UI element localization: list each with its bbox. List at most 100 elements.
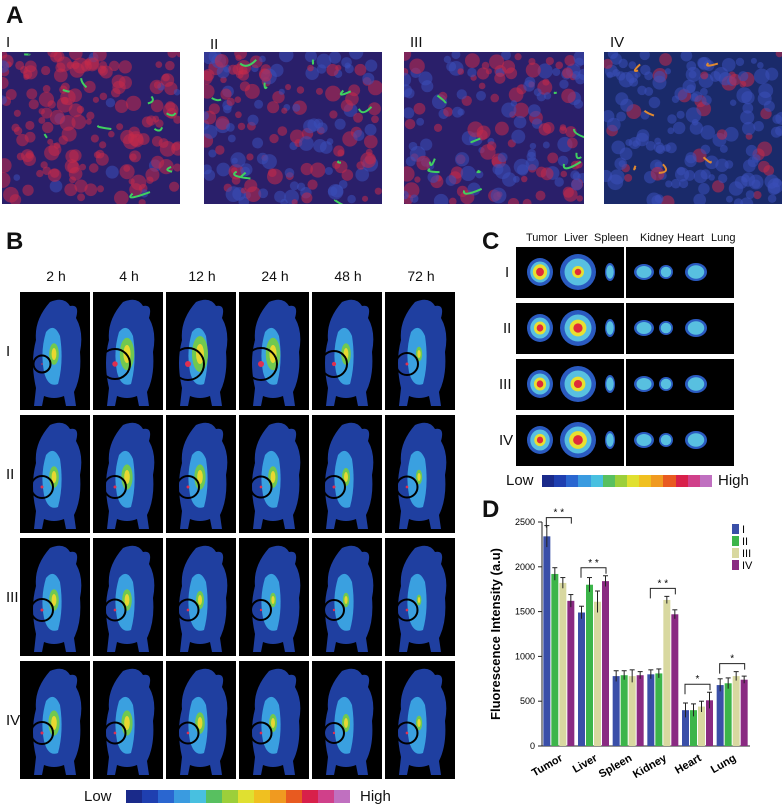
cell-nucleus [721,58,736,72]
organ-hotspot [536,380,544,388]
cell-nucleus [645,140,656,151]
bar [690,710,697,746]
cell-nucleus [574,57,584,67]
vessel-stain [427,167,440,174]
cell-nucleus [420,138,433,151]
cell-nucleus [625,138,633,147]
vessel-stain [658,163,668,174]
row-divider [624,359,626,410]
cell-nucleus [296,86,305,94]
scale-swatch [238,790,254,803]
scale-swatch [687,475,700,487]
tumor-signal [258,361,264,367]
cell-nucleus [83,80,96,94]
signal-hotspot [124,594,130,606]
vessel-stain [166,166,173,173]
vessel-stain [706,62,719,67]
cell-nucleus [685,107,702,123]
cell-nucleus [363,134,378,149]
vessel-stain [573,128,584,139]
cell-nucleus [69,52,83,61]
cell-nucleus [111,74,126,89]
cell-nucleus [559,79,569,89]
cell-nucleus [167,52,178,58]
y-tick-label: 1500 [515,607,535,617]
tumor-signal [186,731,190,735]
cell-nucleus [259,55,266,63]
cell-nucleus [270,63,284,77]
legend-label: III [742,548,751,560]
cell-nucleus [667,127,675,135]
tumor-circle [323,599,345,621]
cell-nucleus [220,88,232,100]
cell-nucleus [542,141,550,149]
mouse-image [166,661,236,779]
tumor-circle [103,598,127,622]
cell-nucleus [693,193,707,204]
tumor-circle [32,354,52,374]
cell-nucleus [128,178,135,185]
vessel-stain [263,82,268,90]
cell-nucleus [319,141,333,154]
cell-nucleus [353,129,365,142]
cell-nucleus [324,167,333,176]
cell-nucleus [511,129,526,144]
organ-signal [606,265,614,279]
legend-swatch [732,548,739,558]
cell-nucleus [285,84,292,91]
cell-nucleus [575,73,584,85]
tumor-signal [113,485,117,489]
vessel-stain [153,126,164,132]
vessel-stain [233,170,251,180]
cell-nucleus [348,52,364,60]
cell-nucleus [576,195,583,202]
cell-nucleus [689,121,704,135]
cell-nucleus [460,165,476,182]
bar [716,685,724,746]
tumor-signal [185,361,191,367]
cell-nucleus [216,65,230,79]
fluorescence-bar-chart: Fluorescence Intensity (a.u) 0 500 1000 1500… [488,508,753,781]
cell-nucleus [244,83,260,99]
cell-nucleus [141,116,153,128]
cell-nucleus [326,63,339,77]
time-label-4h: 4 h [119,268,139,284]
cell-nucleus [686,61,697,71]
cell-nucleus [552,67,561,76]
organ-label-liver: Liver [564,232,588,244]
cell-nucleus [607,174,624,191]
cell-nucleus [665,142,677,154]
panel-c-scale-low: Low [506,472,534,489]
scale-swatch [302,790,318,803]
cell-nucleus [521,175,528,183]
cell-nucleus [514,53,522,61]
legend-label: I [742,524,745,536]
panel-b-group-1: I [6,343,11,360]
mouse-image [312,661,382,779]
tumor-signal [40,731,44,735]
x-tick-label: Liver [571,752,600,776]
cell-nucleus [639,52,650,61]
cell-nucleus [355,167,370,182]
vessel-stain [702,156,712,164]
cell-nucleus [535,190,546,201]
cell-nucleus [718,173,728,184]
cell-nucleus [680,52,693,62]
cell-nucleus [344,62,351,69]
significance-mark: * * [588,558,599,569]
cell-nucleus [292,103,301,112]
cell-nucleus [138,199,146,204]
bar [647,674,655,746]
cell-nucleus [299,136,314,151]
cell-nucleus [173,163,180,172]
cell-nucleus [13,109,21,117]
row-divider [624,415,626,466]
cell-nucleus [48,143,62,157]
tumor-signal [186,485,190,489]
cell-nucleus [90,134,99,143]
cell-nucleus [741,174,750,183]
cell-nucleus [751,154,761,163]
cell-nucleus [698,183,710,195]
x-tick-label: Lung [709,752,738,776]
cell-nucleus [47,138,54,145]
